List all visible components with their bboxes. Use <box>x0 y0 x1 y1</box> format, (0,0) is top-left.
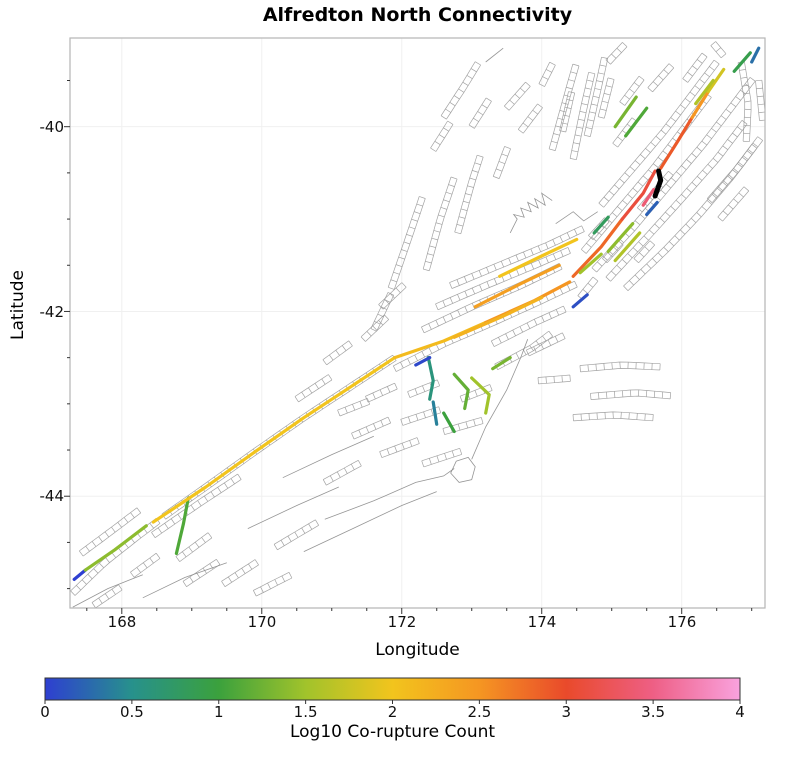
y-tick-label: -42 <box>39 303 65 321</box>
colorbar-tick-label: 3.5 <box>641 703 666 721</box>
x-axis-label: Longitude <box>375 640 460 660</box>
colorbar-tick-label: 3 <box>561 703 572 721</box>
colorbar-tick-label: 1 <box>214 703 224 721</box>
colorbar-label: Log10 Co-rupture Count <box>289 722 496 742</box>
y-tick-label: -44 <box>39 487 65 505</box>
colorbar-tick-label: 2.5 <box>467 703 492 721</box>
colorbar-tick-label: 2 <box>387 703 398 721</box>
x-tick-label: 170 <box>247 613 277 631</box>
x-tick-label: 176 <box>667 613 697 631</box>
colorbar-tick-label: 4 <box>735 703 745 721</box>
chart-title: Alfredton North Connectivity <box>262 4 573 26</box>
x-tick-label: 168 <box>107 613 137 631</box>
colorbar-tick-label: 0 <box>40 703 50 721</box>
y-tick-label: -40 <box>39 118 65 136</box>
x-tick-label: 174 <box>527 613 557 631</box>
colorbar-tick-label: 1.5 <box>293 703 318 721</box>
x-tick-label: 172 <box>387 613 417 631</box>
colorbar-tick-label: 0.5 <box>119 703 144 721</box>
